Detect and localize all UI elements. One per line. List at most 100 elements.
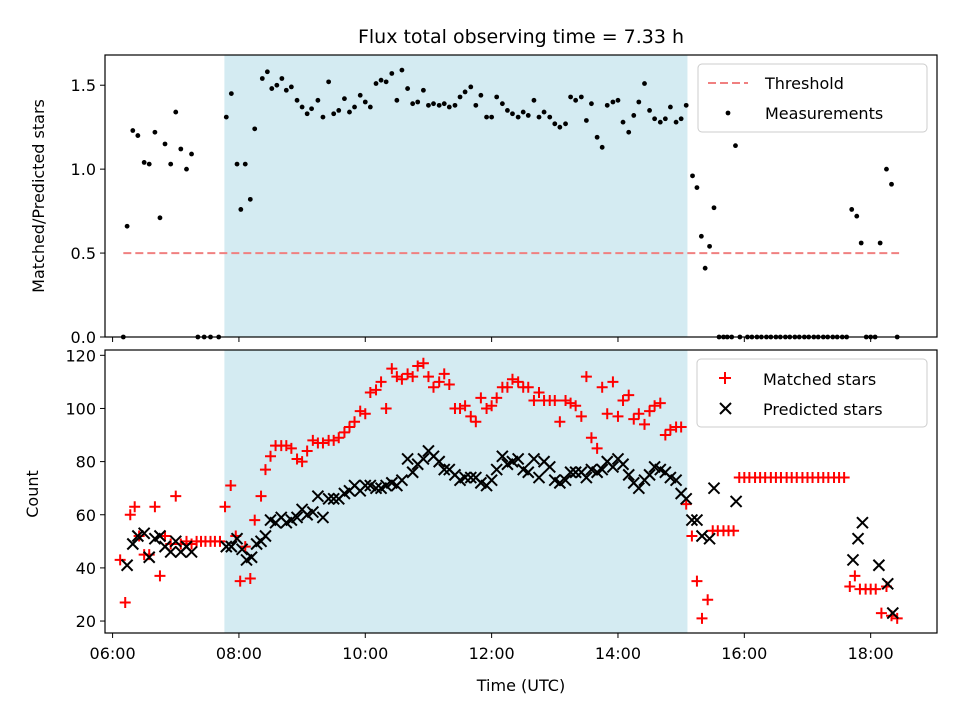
measurement-point — [563, 121, 568, 127]
measurement-point — [283, 87, 289, 93]
measurement-point — [520, 109, 526, 115]
measurement-point — [478, 92, 484, 98]
measurement-point — [189, 151, 194, 157]
measurement-point — [331, 111, 337, 117]
legend-measurements-label: Measurements — [765, 104, 883, 123]
legend-threshold-label: Threshold — [764, 74, 844, 93]
measurement-point — [259, 76, 265, 81]
measurement-point — [326, 79, 332, 85]
predicted-star-point — [359, 479, 372, 492]
measurement-point — [583, 118, 589, 123]
measurement-point — [238, 207, 244, 212]
matched-star-point — [391, 371, 403, 383]
matched-star-point — [170, 490, 182, 502]
measurement-point — [668, 104, 673, 110]
measurement-point — [420, 87, 426, 93]
measurement-point — [130, 128, 136, 133]
measurement-point — [124, 223, 130, 229]
predicted-star-point — [438, 463, 451, 476]
measurement-point — [415, 99, 421, 105]
matched-star-point — [506, 373, 518, 385]
measurement-point — [457, 94, 463, 100]
measurement-point — [525, 113, 531, 118]
measurement-point — [849, 207, 855, 212]
measurement-point — [336, 107, 342, 113]
x-tick-label: 08:00 — [216, 644, 262, 663]
matched-star-point — [838, 472, 850, 484]
matched-star-point — [380, 402, 392, 414]
predicted-star-point — [458, 471, 472, 484]
x-tick-label: 18:00 — [848, 644, 894, 663]
measurement-point — [234, 161, 240, 167]
matched-star-point — [114, 554, 126, 566]
bottom-y-tick-label: 80 — [76, 453, 96, 472]
measurement-point — [242, 161, 248, 167]
matched-star-point — [475, 392, 487, 404]
matched-star-point — [591, 442, 603, 454]
matched-star-point — [844, 580, 856, 592]
predicted-star-point — [126, 537, 140, 551]
matched-star-point — [554, 416, 566, 428]
x-tick-label: 16:00 — [721, 644, 767, 663]
matched-star-point — [249, 514, 261, 526]
measurement-point — [294, 97, 300, 103]
measurement-point — [673, 119, 679, 125]
bottom-panel-span — [224, 350, 688, 633]
matched-star-point — [443, 379, 455, 391]
predicted-star-point — [306, 505, 320, 519]
matched-star-point — [680, 498, 692, 510]
matched-star-point — [433, 376, 445, 388]
measurement-point — [452, 102, 458, 108]
matched-star-point — [402, 368, 414, 380]
measurement-point — [541, 109, 547, 115]
measurement-point — [146, 161, 152, 167]
measurement-point — [505, 107, 510, 113]
measurement-point — [858, 240, 864, 246]
measurement-point — [578, 94, 584, 100]
measurement-point — [320, 114, 326, 120]
matched-star-point — [349, 416, 361, 428]
measurement-point — [711, 205, 717, 211]
matched-star-point — [375, 376, 387, 388]
measurement-point — [405, 86, 411, 91]
x-tick-label: 10:00 — [342, 644, 388, 663]
predicted-star-point — [164, 545, 177, 559]
measurement-point — [228, 91, 234, 97]
matched-star-point — [570, 400, 582, 412]
matched-star-point — [691, 575, 703, 587]
measurement-point — [707, 243, 712, 249]
measurement-point — [347, 109, 352, 115]
matched-star-point — [291, 453, 303, 465]
matched-star-point — [612, 410, 624, 422]
bottom-y-tick-label: 20 — [76, 612, 96, 631]
matched-star-point — [659, 429, 671, 441]
measurement-point — [247, 196, 253, 202]
legend-matched-label: Matched stars — [763, 370, 876, 389]
measurement-point — [657, 119, 663, 125]
predicted-star-point — [856, 516, 869, 529]
predicted-star-point — [169, 535, 182, 548]
predicted-star-point — [643, 468, 656, 482]
legend-predicted-swatch — [719, 402, 732, 415]
bottom-points — [114, 357, 903, 624]
predicted-star-point — [259, 529, 272, 543]
matched-star-point — [364, 387, 376, 399]
chart-title: Flux total observing time = 7.33 h — [358, 26, 684, 48]
matched-star-point — [280, 440, 292, 452]
measurement-point — [362, 99, 368, 105]
predicted-star-point — [685, 513, 699, 527]
matched-star-point — [560, 394, 572, 406]
measurement-point — [620, 119, 626, 125]
measurement-point — [141, 160, 147, 165]
measurement-point — [441, 101, 447, 107]
predicted-star-point — [245, 551, 258, 564]
top-panel: 0.0 0.5 1.0 1.5 Matched/Predicted stars Thr… — [29, 54, 938, 347]
predicted-star-point — [369, 481, 383, 495]
predicted-star-point — [707, 481, 721, 495]
predicted-star-point — [846, 553, 860, 567]
predicted-star-point — [120, 559, 134, 572]
measurement-point — [410, 101, 416, 107]
matched-star-point — [533, 387, 545, 399]
matched-star-point — [633, 408, 645, 420]
